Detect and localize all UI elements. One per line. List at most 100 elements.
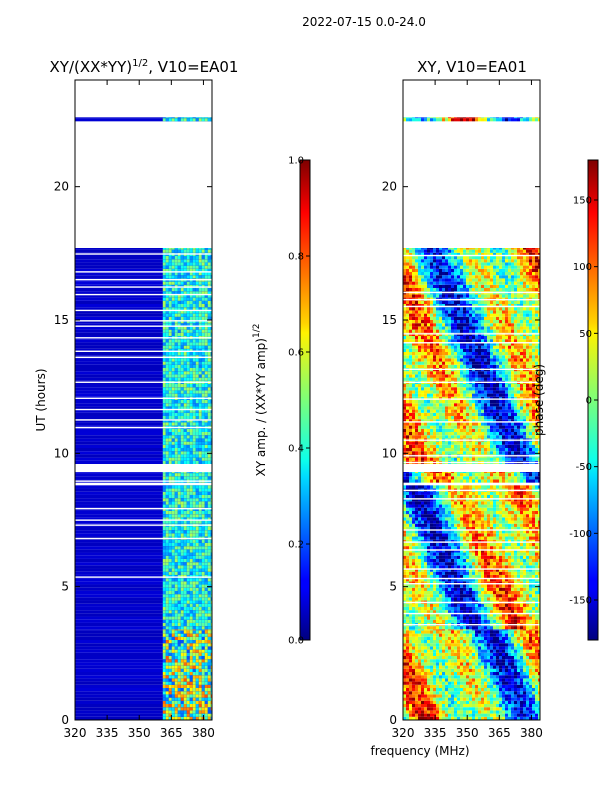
heatmap-cell: [406, 616, 409, 620]
heatmap-cell: [409, 616, 412, 620]
heatmap-cell: [496, 681, 499, 685]
heatmap-cell: [436, 678, 439, 682]
heatmap-cell: [412, 565, 415, 569]
heatmap-cell: [207, 542, 211, 547]
heatmap-cell: [475, 649, 478, 653]
heatmap-cell: [454, 581, 457, 585]
heatmap-cell: [448, 704, 451, 708]
heatmap-cell: [454, 684, 457, 688]
heatmap-cell: [526, 672, 529, 676]
heatmap-row: [75, 377, 212, 381]
heatmap-cell: [207, 342, 211, 346]
heatmap-cell: [180, 681, 184, 685]
heatmap-cell: [523, 681, 526, 685]
heatmap-cell: [472, 629, 475, 631]
heatmap-cell: [174, 571, 178, 575]
heatmap-cell: [204, 262, 208, 266]
heatmap-cell: [189, 610, 193, 614]
heatmap-cell: [198, 377, 202, 381]
heatmap-cell: [409, 659, 412, 663]
heatmap-cell: [189, 294, 193, 298]
heatmap-cell: [189, 494, 193, 499]
heatmap-cell: [439, 594, 442, 598]
heatmap-cell: [421, 630, 424, 634]
heatmap-cell: [186, 646, 190, 650]
heatmap-cell: [493, 568, 496, 572]
heatmap-cell: [165, 248, 169, 250]
heatmap-cell: [535, 571, 538, 575]
heatmap-cell: [195, 704, 199, 708]
heatmap-cell: [201, 300, 205, 304]
heatmap-cell: [195, 300, 199, 304]
heatmap-cell: [454, 662, 457, 666]
heatmap-cell: [436, 629, 439, 631]
heatmap-cell: [403, 636, 406, 640]
heatmap-cell: [186, 520, 190, 524]
heatmap-cell: [517, 590, 520, 595]
heatmap-cell: [457, 684, 460, 688]
heatmap-cell: [463, 568, 466, 572]
heatmap-cell: [496, 597, 499, 601]
heatmap-cell: [439, 675, 442, 679]
heatmap-cell: [201, 249, 205, 253]
heatmap-cell: [195, 562, 199, 566]
heatmap-cell: [201, 520, 205, 524]
heatmap-cell: [195, 326, 199, 330]
heatmap-cell: [487, 597, 490, 601]
heatmap-cell: [457, 603, 460, 607]
heatmap-cell: [162, 652, 166, 656]
heatmap-cell: [162, 248, 166, 250]
heatmap-cell: [195, 675, 199, 679]
heatmap-cell: [165, 400, 169, 404]
heatmap-cell: [207, 626, 211, 630]
heatmap-cell: [192, 265, 196, 269]
heatmap-cell: [198, 387, 202, 391]
heatmap-cell: [436, 672, 439, 676]
heatmap-cell: [204, 438, 208, 442]
heatmap-cell: [207, 530, 211, 534]
heatmap-cell: [210, 488, 212, 492]
heatmap-cell: [439, 590, 442, 595]
heatmap-cell: [162, 694, 166, 698]
heatmap-row: [75, 710, 212, 714]
heatmap-cell: [189, 565, 193, 569]
heatmap-cell: [502, 568, 505, 572]
heatmap-cell: [436, 606, 439, 611]
heatmap-cell: [204, 716, 208, 720]
heatmap-cell: [406, 630, 409, 634]
heatmap-cell: [189, 694, 193, 698]
heatmap-cell: [207, 432, 211, 436]
heatmap-cell: [198, 606, 202, 611]
heatmap-cell: [195, 368, 199, 372]
heatmap-cell: [171, 517, 175, 521]
heatmap-cell: [186, 672, 190, 676]
heatmap-cell: [195, 549, 199, 553]
heatmap-cell: [415, 646, 418, 650]
heatmap-cell: [472, 581, 475, 585]
heatmap-cell: [526, 581, 529, 585]
heatmap-cell: [418, 649, 421, 653]
heatmap-cell: [180, 332, 184, 336]
heatmap-cell: [496, 590, 499, 595]
heatmap-cell: [499, 590, 502, 595]
heatmap-cell: [415, 675, 418, 679]
heatmap-cell: [508, 681, 511, 685]
heatmap-cell: [442, 649, 445, 653]
heatmap-cell: [409, 713, 412, 717]
heatmap-cell: [502, 565, 505, 569]
heatmap-cell: [195, 652, 199, 656]
heatmap-cell: [505, 568, 508, 572]
heatmap-cell: [180, 662, 184, 666]
heatmap-cell: [415, 633, 418, 637]
heatmap-cell: [412, 649, 415, 653]
heatmap-cell: [174, 358, 178, 362]
heatmap-cell: [409, 675, 412, 679]
heatmap-cell: [532, 643, 535, 647]
heatmap-cell: [207, 444, 211, 448]
heatmap-cell: [415, 707, 418, 711]
heatmap-cell: [409, 652, 412, 656]
heatmap-cell: [460, 716, 463, 720]
heatmap-cell: [439, 606, 442, 611]
heatmap-cell: [192, 555, 196, 559]
heatmap-cell: [207, 438, 211, 442]
